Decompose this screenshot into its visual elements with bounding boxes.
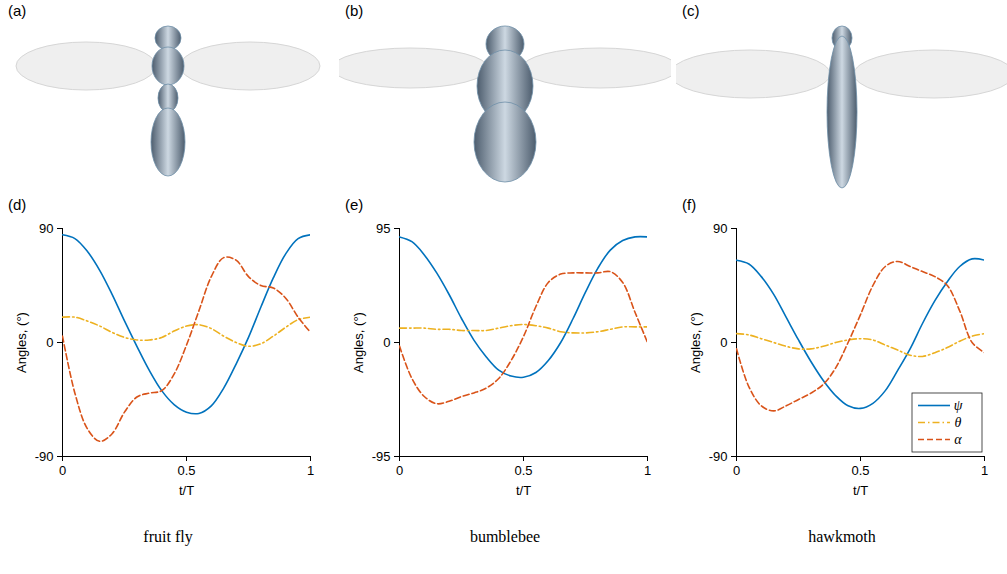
svg-text:1: 1	[644, 463, 651, 478]
svg-text:θ: θ	[955, 415, 962, 430]
svg-text:0: 0	[396, 463, 403, 478]
svg-text:0: 0	[383, 335, 390, 350]
svg-text:α: α	[954, 432, 962, 447]
svg-text:-90: -90	[35, 449, 54, 464]
svg-text:95: 95	[376, 221, 390, 236]
svg-text:1: 1	[981, 463, 988, 478]
svg-text:90: 90	[39, 221, 53, 236]
svg-text:90: 90	[713, 221, 727, 236]
svg-text:Angles, (°): Angles, (°)	[14, 312, 29, 373]
svg-text:-90: -90	[709, 449, 728, 464]
svg-text:ψ: ψ	[954, 398, 963, 413]
html-text:(f): (f)	[682, 196, 697, 213]
svg-text:0.5: 0.5	[177, 463, 195, 478]
html-text:(e): (e)	[345, 196, 364, 213]
html-text:fruit fly: fruit fly	[143, 528, 193, 545]
svg-text:0: 0	[733, 463, 740, 478]
svg-text:0.5: 0.5	[851, 463, 869, 478]
svg-text:Angles, (°): Angles, (°)	[351, 312, 366, 373]
html-text:(a): (a)	[8, 2, 27, 19]
svg-text:0.5: 0.5	[514, 463, 532, 478]
svg-text:0: 0	[59, 463, 66, 478]
html-text:hawkmoth: hawkmoth	[808, 528, 876, 545]
svg-text:0: 0	[46, 335, 53, 350]
svg-text:Angles, (°): Angles, (°)	[688, 312, 703, 373]
html-text:(d): (d)	[8, 196, 27, 213]
html-text:(c): (c)	[682, 2, 700, 19]
svg-text:-95: -95	[372, 449, 391, 464]
html-text:(b): (b)	[345, 2, 364, 19]
svg-text:0: 0	[720, 335, 727, 350]
svg-text:t/T: t/T	[516, 483, 531, 498]
svg-text:t/T: t/T	[853, 483, 868, 498]
svg-text:t/T: t/T	[179, 483, 194, 498]
html-text:bumblebee: bumblebee	[469, 528, 541, 545]
svg-text:1: 1	[307, 463, 314, 478]
